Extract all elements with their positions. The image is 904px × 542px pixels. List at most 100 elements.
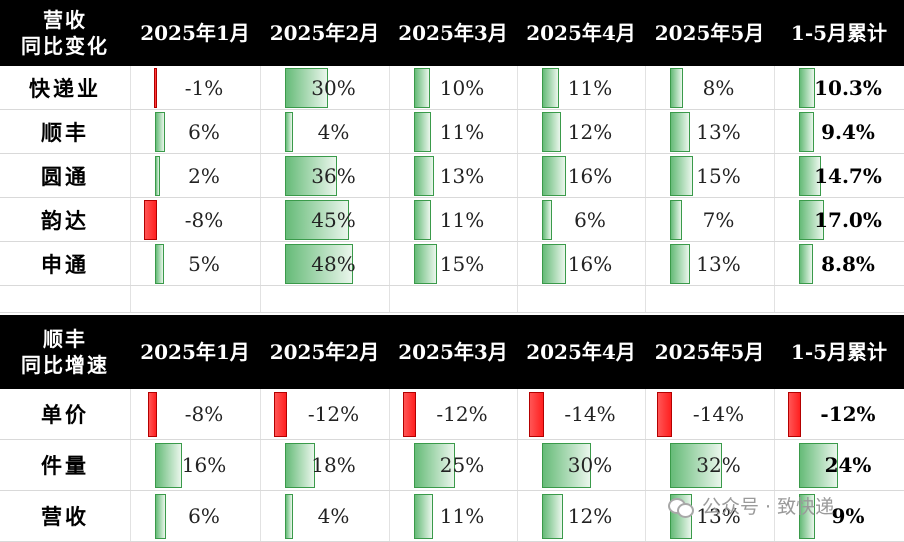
data-label: 5% bbox=[188, 251, 220, 276]
grid-line bbox=[260, 242, 261, 285]
row-label: 韵达 bbox=[41, 207, 89, 233]
row-label: 营收 bbox=[41, 504, 89, 529]
data-bar bbox=[542, 68, 560, 108]
table-row: 单价 -8% -12% -12% -14% -14% -12% bbox=[0, 389, 904, 440]
data-label: 9% bbox=[831, 504, 865, 528]
column-header: 2025年5月 bbox=[654, 21, 765, 45]
data-cell: 30% bbox=[260, 66, 389, 109]
data-bar bbox=[414, 443, 455, 488]
column-header: 2025年4月 bbox=[526, 21, 636, 45]
data-label: 13% bbox=[439, 163, 485, 188]
column-header: 1-5月累计 bbox=[790, 21, 888, 45]
grid-line bbox=[260, 154, 261, 197]
data-bar bbox=[799, 200, 825, 240]
grid-line bbox=[774, 286, 775, 312]
data-bar bbox=[414, 68, 430, 108]
data-bar bbox=[799, 443, 839, 488]
data-label: 9.4% bbox=[821, 119, 875, 144]
data-bar bbox=[542, 112, 561, 152]
data-cell: 36% bbox=[260, 154, 389, 197]
data-label: -8% bbox=[184, 207, 224, 232]
table-row: 件量 16% 18% 25% 30% 32% 24% bbox=[0, 440, 904, 491]
data-label: 11% bbox=[567, 75, 613, 100]
data-cell: -14% bbox=[645, 389, 774, 439]
data-bar bbox=[799, 494, 816, 539]
grid-line bbox=[774, 491, 775, 541]
data-bar bbox=[529, 392, 544, 437]
data-bar bbox=[285, 200, 350, 240]
grid-line bbox=[645, 440, 646, 490]
grid-line bbox=[774, 389, 775, 439]
data-label: 16% bbox=[567, 163, 613, 188]
data-label: -1% bbox=[184, 75, 224, 100]
data-cell: 17.0% bbox=[774, 198, 904, 241]
grid-line bbox=[774, 110, 775, 153]
column-header: 2025年1月 bbox=[140, 340, 250, 364]
row-label: 顺丰 bbox=[41, 119, 89, 145]
table-row: 营收 6% 4% 11% 12% 13% 9% bbox=[0, 491, 904, 542]
data-bar bbox=[799, 68, 816, 108]
data-cell: 16% bbox=[517, 154, 645, 197]
grid-line bbox=[645, 198, 646, 241]
data-cell: 8.8% bbox=[774, 242, 904, 285]
column-header: 2025年2月 bbox=[269, 21, 380, 45]
data-label: 7% bbox=[702, 207, 735, 232]
data-label: 13% bbox=[696, 251, 741, 276]
data-bar bbox=[542, 443, 591, 488]
data-bar bbox=[657, 392, 672, 437]
grid-line bbox=[389, 66, 390, 109]
data-label: -8% bbox=[184, 402, 224, 426]
data-bar bbox=[285, 156, 337, 196]
data-bar bbox=[799, 156, 822, 196]
data-cell: 25% bbox=[389, 440, 517, 490]
data-cell: 4% bbox=[260, 491, 389, 541]
data-bar bbox=[414, 244, 437, 284]
grid-line bbox=[130, 66, 131, 109]
data-bar bbox=[799, 244, 814, 284]
data-label: 6% bbox=[574, 207, 606, 232]
data-label: 30% bbox=[311, 75, 356, 100]
grid-line bbox=[774, 242, 775, 285]
data-cell: 14.7% bbox=[774, 154, 904, 197]
data-label: 18% bbox=[311, 453, 356, 477]
data-cell: -14% bbox=[517, 389, 645, 439]
data-cell: -1% bbox=[130, 66, 260, 109]
column-header: 2025年1月 bbox=[140, 21, 250, 45]
data-label: -14% bbox=[692, 402, 745, 426]
grid-line bbox=[517, 491, 518, 541]
data-label: 11% bbox=[439, 504, 485, 528]
data-cell: 16% bbox=[517, 242, 645, 285]
grid-line bbox=[774, 198, 775, 241]
grid-line bbox=[645, 154, 646, 197]
watermark-text: 公众号 · 致快递 bbox=[702, 496, 835, 518]
corner-label-line: 同比变化 bbox=[21, 34, 109, 58]
grid-line bbox=[130, 198, 131, 241]
data-cell: 15% bbox=[389, 242, 517, 285]
data-label: 48% bbox=[311, 251, 356, 276]
column-header: 2025年3月 bbox=[398, 340, 508, 364]
data-bar bbox=[285, 112, 293, 152]
data-bar bbox=[414, 112, 432, 152]
data-label: -14% bbox=[564, 402, 616, 426]
data-bar bbox=[799, 112, 814, 152]
column-header: 2025年2月 bbox=[269, 340, 380, 364]
grid-line bbox=[389, 242, 390, 285]
grid-line bbox=[645, 491, 646, 541]
data-cell: 11% bbox=[389, 198, 517, 241]
data-cell: 5% bbox=[130, 242, 260, 285]
data-cell: -8% bbox=[130, 198, 260, 241]
data-label: 15% bbox=[439, 251, 485, 276]
grid-line bbox=[774, 440, 775, 490]
corner-label-line: 同比增速 bbox=[21, 353, 109, 377]
grid-line bbox=[130, 389, 131, 439]
corner-label-line: 顺丰 bbox=[43, 327, 87, 351]
data-cell: 45% bbox=[260, 198, 389, 241]
data-label: 2% bbox=[188, 163, 220, 188]
data-label: -12% bbox=[820, 402, 876, 426]
data-bar bbox=[414, 156, 434, 196]
table-row: 韵达 -8% 45% 11% 6% 7% 17.0% bbox=[0, 198, 904, 242]
data-cell: 18% bbox=[260, 440, 389, 490]
data-cell: -8% bbox=[130, 389, 260, 439]
data-label: 10.3% bbox=[814, 75, 882, 100]
data-bar bbox=[285, 443, 316, 488]
